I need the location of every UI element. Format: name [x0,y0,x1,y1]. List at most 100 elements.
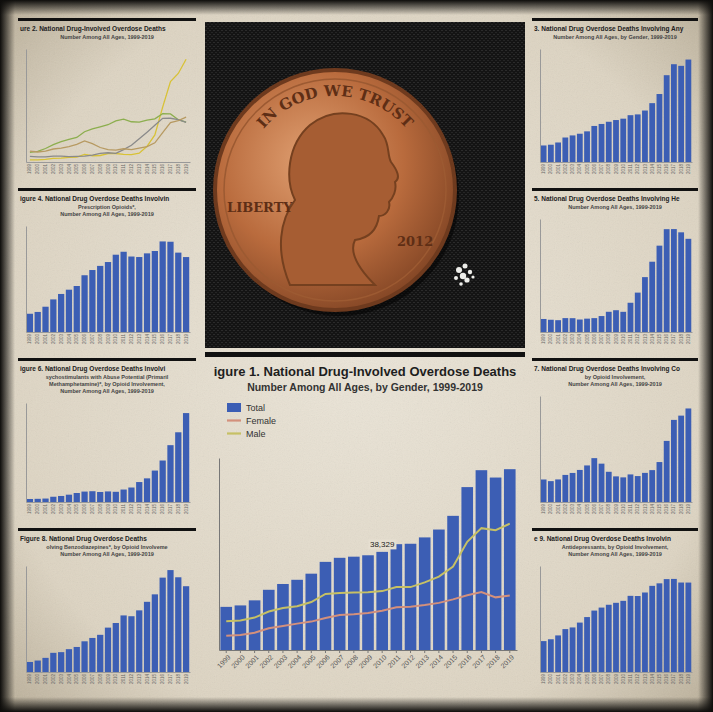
tick-label: 2007 [90,334,95,345]
bar [504,469,516,650]
bar [35,661,41,672]
tick: 2012 [635,672,640,684]
bar [160,461,166,502]
tick-label: 2017 [671,164,676,175]
x-axis: 1999200020012002200320042005200620072008… [541,332,693,344]
tick: 2014 [145,332,150,344]
tick-label: 2012 [129,164,134,175]
tick-label: 2007 [599,674,604,685]
tick: 2009 [614,332,619,344]
powder-speck [459,282,463,286]
tick-label: 2016 [664,164,669,175]
bar [42,307,48,332]
bar [152,471,158,502]
tick: 2001 [556,502,561,514]
tick: 2005 [301,650,317,669]
bar [97,492,103,502]
tick-label: 1999 [541,334,546,345]
tick-label: 2019 [686,674,691,685]
tick-label: 2008 [606,504,611,515]
tick: 2013 [137,502,142,514]
tick: 2017 [671,672,676,684]
legend-swatch [227,403,241,412]
tick-label: 2015 [657,674,662,685]
thumbnail-panel: igure 4. National Drug Overdose Deaths I… [18,188,196,344]
bar [113,255,119,332]
tick: 2001 [556,672,561,684]
tick: 2005 [74,162,79,174]
tick: 2003 [59,672,64,684]
tick: 2011 [121,672,126,684]
bar [649,470,655,502]
tick-label: 2007 [599,504,604,515]
tick: 2012 [129,162,134,174]
tick: 2010 [621,162,626,174]
legend-label: Female [246,416,276,426]
bar [664,441,670,502]
tick: 2008 [606,502,611,514]
tick: 2009 [614,672,619,684]
bar [136,257,142,332]
bar [160,241,166,332]
tick-label: 2011 [628,334,633,344]
tick: 2015 [657,502,662,514]
tick: 2009 [106,332,111,344]
line [30,59,186,160]
tick-mark [297,650,298,653]
data-labels: 38,329 [368,539,396,549]
tick-label: 1999 [27,504,32,515]
tick-label: 2002 [563,334,568,345]
bar [613,310,619,332]
tick-label: 2004 [577,334,582,345]
tick: 2001 [556,332,561,344]
tick: 2016 [664,332,669,344]
tick: 2014 [650,162,655,174]
legend-item: Total [227,403,265,413]
tick-label: 2018 [485,653,501,669]
tick: 2016 [160,672,165,684]
tick-label: 2005 [74,334,79,345]
tick-label: 2007 [90,164,95,175]
bar [27,499,33,502]
tick: 2012 [635,162,640,174]
bar [685,408,691,502]
tick-label: 2009 [614,164,619,175]
tick: 2018 [679,162,684,174]
bar [606,312,612,332]
bar [175,253,181,332]
plot-area [541,579,692,672]
bar [152,594,158,672]
tick: 2005 [585,502,590,514]
tick-label: 2014 [145,334,150,345]
bar [419,537,431,650]
bar [678,66,684,162]
bar [628,474,634,502]
legend-label: Male [246,429,266,439]
tick-label: 2005 [585,164,590,175]
tick-label: 2015 [657,334,662,345]
bar [678,416,684,502]
x-axis: 1999200020012002200320042005200620072008… [27,672,191,684]
tick: 2005 [585,332,590,344]
tick-mark [410,650,411,653]
tick: 2011 [628,672,633,684]
bar [555,635,561,672]
tick: 2009 [614,162,619,174]
chart-subtitle: Number Among All Ages, 1999-2019 [568,204,662,210]
tick-label: 2010 [621,674,626,685]
axis-line [540,220,541,333]
tick-label: 2006 [315,653,331,669]
tick-label: 2017 [671,504,676,515]
tick-label: 2002 [258,653,274,669]
tick-mark [396,650,397,653]
tick: 2013 [137,332,142,344]
tick-mark [382,650,383,653]
tick-label: 2002 [563,504,568,515]
bar [113,623,119,672]
tick: 2015 [657,332,662,344]
x-axis: 1999200020012002200320042005200620072008… [541,672,693,684]
tick-label: 2006 [82,504,87,515]
bar [461,487,473,650]
bar [599,464,605,502]
tick: 2008 [606,672,611,684]
